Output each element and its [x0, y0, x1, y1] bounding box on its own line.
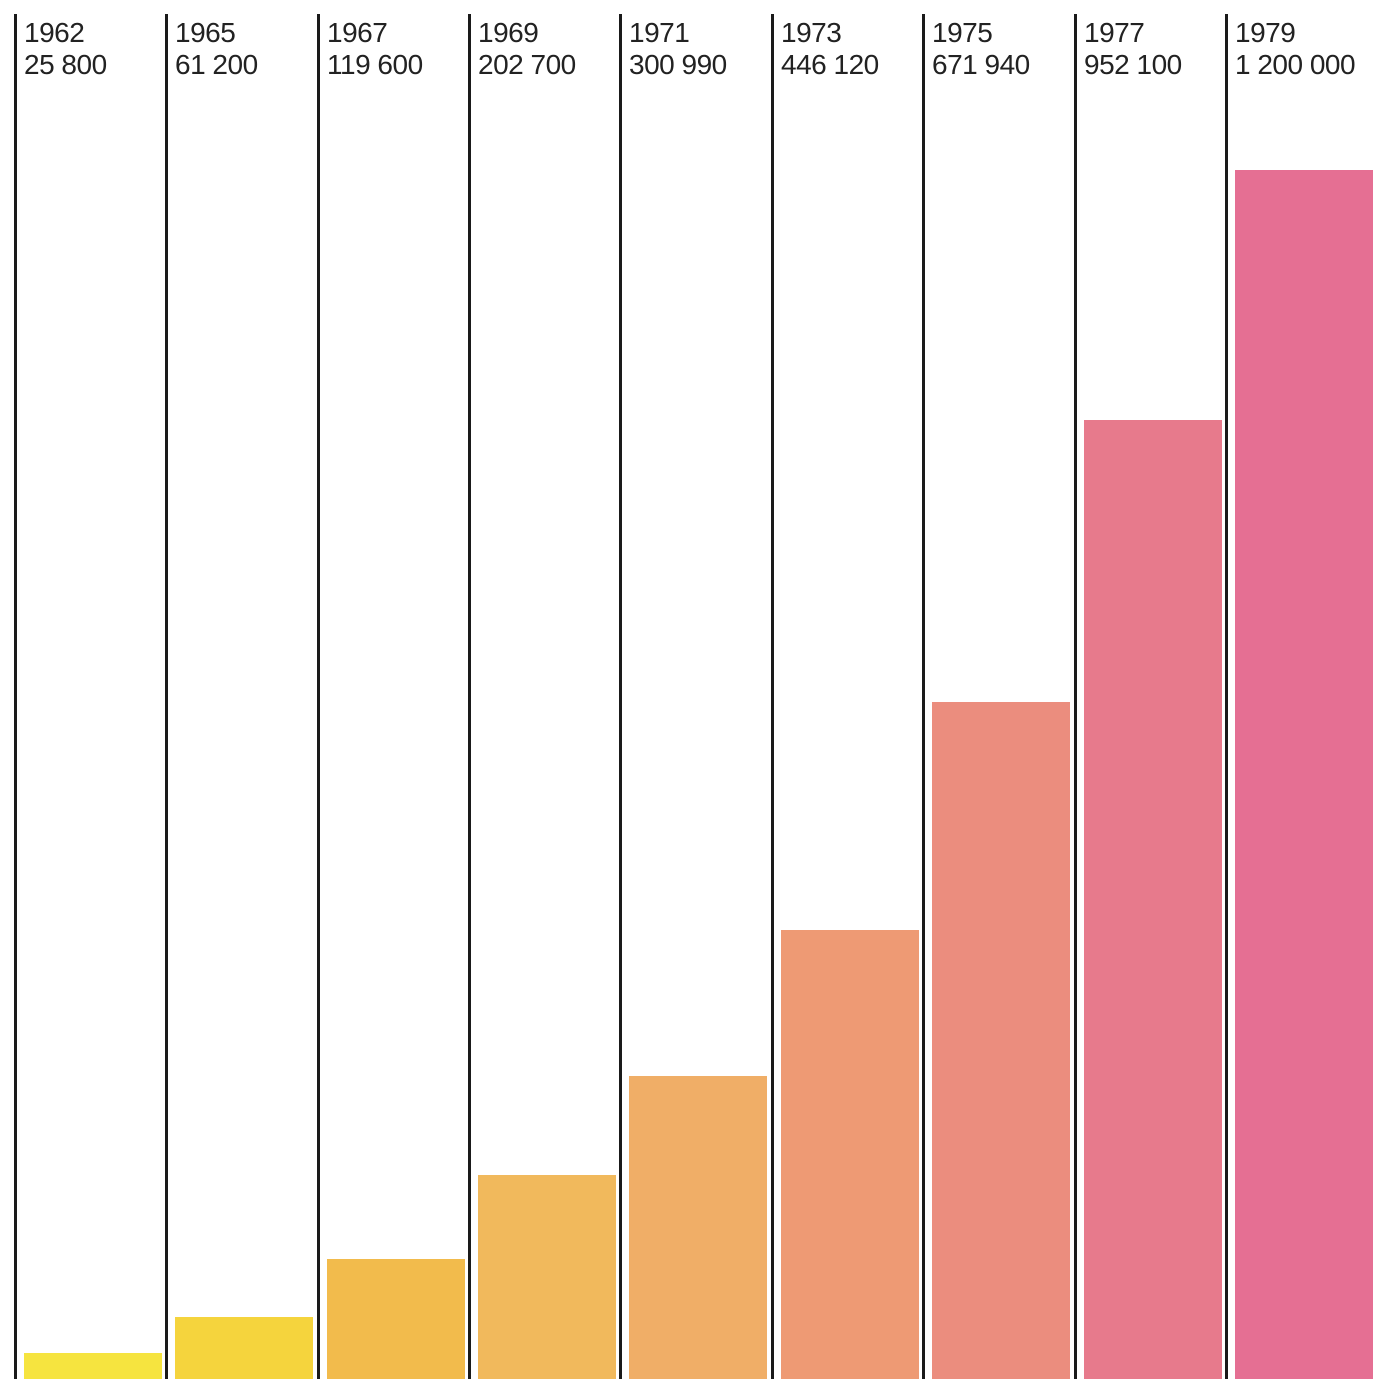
year-label: 1977 [1084, 17, 1145, 48]
value-label: 1 200 000 [1235, 49, 1356, 80]
year-label: 1969 [478, 17, 539, 48]
column-divider [922, 14, 925, 1379]
column-divider [165, 14, 168, 1379]
bar-1973 [781, 929, 919, 1379]
year-label: 1962 [24, 17, 85, 48]
bar-1975 [932, 702, 1070, 1379]
value-label: 446 120 [781, 49, 879, 80]
bar-1971 [629, 1075, 767, 1379]
value-label: 61 200 [175, 49, 258, 80]
column-divider [619, 14, 622, 1379]
column-divider [468, 14, 471, 1379]
year-label: 1973 [781, 17, 842, 48]
bar-1967 [327, 1258, 465, 1379]
value-label: 202 700 [478, 49, 576, 80]
bar-column-1969: 1969 202 700 [468, 0, 616, 1379]
bar-column-1979: 1979 1 200 000 [1225, 0, 1373, 1379]
bar-column-1973: 1973 446 120 [771, 0, 919, 1379]
bar-column-1971: 1971 300 990 [619, 0, 767, 1379]
bar-column-1965: 1965 61 200 [165, 0, 313, 1379]
value-label: 25 800 [24, 49, 107, 80]
bar-1962 [24, 1353, 162, 1379]
bar-column-1975: 1975 671 940 [922, 0, 1070, 1379]
column-divider [1225, 14, 1228, 1379]
bar-column-1977: 1977 952 100 [1074, 0, 1222, 1379]
year-label: 1979 [1235, 17, 1296, 48]
bar-column-1962: 1962 25 800 [14, 0, 162, 1379]
bar-1969 [478, 1174, 616, 1379]
column-divider [1074, 14, 1077, 1379]
year-label: 1975 [932, 17, 993, 48]
bar-1977 [1084, 419, 1222, 1379]
column-divider [14, 14, 17, 1379]
column-divider [317, 14, 320, 1379]
value-label: 119 600 [327, 49, 423, 80]
bar-column-1967: 1967 119 600 [317, 0, 465, 1379]
year-label: 1971 [629, 17, 690, 48]
bar-1979 [1235, 170, 1373, 1379]
value-label: 300 990 [629, 49, 727, 80]
column-divider [771, 14, 774, 1379]
value-label: 671 940 [932, 49, 1030, 80]
year-label: 1967 [327, 17, 388, 48]
bar-1965 [175, 1317, 313, 1379]
year-label: 1965 [175, 17, 236, 48]
value-label: 952 100 [1084, 49, 1182, 80]
